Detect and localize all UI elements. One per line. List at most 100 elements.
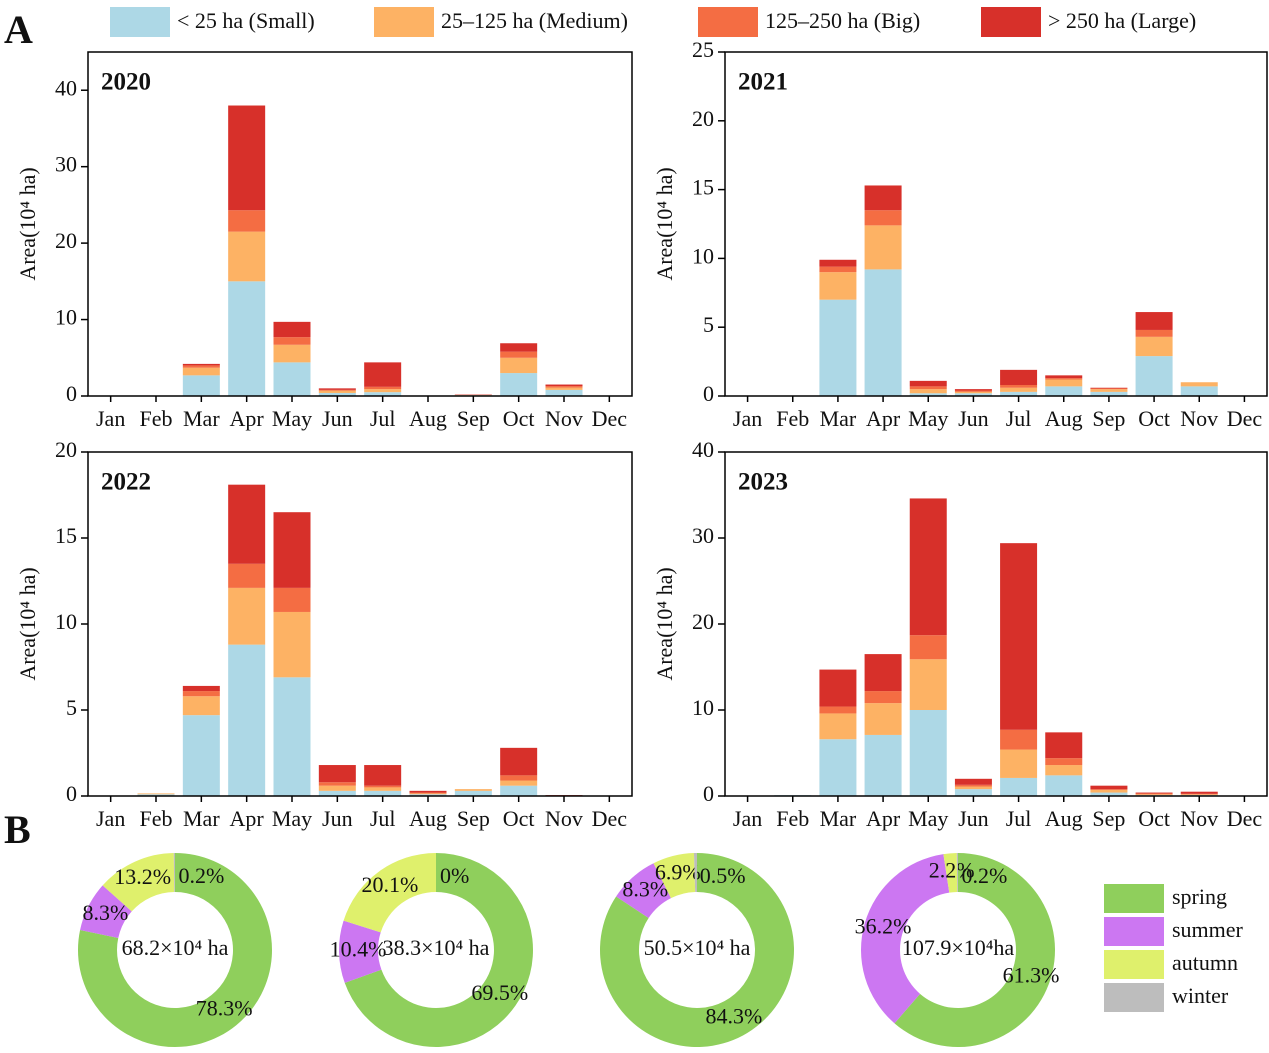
bar-segment: < 25 ha (Small): [1180, 386, 1218, 396]
x-tick-label: Mar: [820, 406, 857, 431]
chart-title: 2023: [738, 469, 788, 496]
legend-label: winter: [1172, 983, 1229, 1008]
bar-segment: < 25 ha (Small): [228, 644, 266, 796]
donut-slice: autumn: [943, 853, 958, 893]
bar-segment: < 25 ha (Small): [273, 362, 311, 396]
legend-swatch: [374, 7, 434, 37]
bar-segment: 125–250 ha (Big): [909, 635, 947, 660]
bar-segment: 25–125 ha (Medium): [1090, 789, 1128, 793]
value-label: 0.2%: [179, 863, 225, 888]
bar-segment: < 25 ha (Small): [182, 715, 220, 796]
bar-segment: > 250 ha (Large): [954, 389, 992, 391]
x-tick-label: Mar: [183, 806, 220, 831]
bar-segment: 125–250 ha (Big): [273, 337, 311, 345]
donut-slice: summer: [80, 885, 132, 939]
x-tick-label: Apr: [866, 406, 901, 431]
bar-segment: > 250 ha (Large): [318, 765, 356, 783]
value-label: 8.3%: [82, 900, 128, 925]
bar-segment: 25–125 ha (Medium): [409, 793, 447, 795]
legend-swatch: [110, 7, 170, 37]
bar-segment: 125–250 ha (Big): [500, 775, 538, 781]
bar-segment: > 250 ha (Large): [1090, 387, 1128, 389]
bar-segment: 125–250 ha (Big): [228, 563, 266, 588]
donut-slice: autumn: [102, 853, 175, 912]
bar-segment: > 250 ha (Large): [364, 362, 402, 387]
bar-segment: 125–250 ha (Big): [1135, 329, 1173, 337]
bar-segment: > 250 ha (Large): [864, 185, 902, 211]
bar-segment: < 25 ha (Small): [500, 785, 538, 796]
bar-segment: > 250 ha (Large): [1180, 791, 1218, 794]
y-tick-label: 30: [692, 523, 714, 548]
bar-segment: 125–250 ha (Big): [1045, 378, 1083, 380]
bar-segment: < 25 ha (Small): [954, 789, 992, 796]
x-tick-label: Nov: [545, 806, 583, 831]
bar-segment: 25–125 ha (Medium): [819, 272, 857, 300]
legend-swatch: [1104, 884, 1164, 913]
bar-segment: > 250 ha (Large): [1135, 792, 1173, 794]
bar-segment: 25–125 ha (Medium): [545, 387, 583, 390]
x-tick-label: Jan: [96, 406, 125, 431]
x-tick-label: Oct: [503, 806, 535, 831]
bar-segment: 125–250 ha (Big): [182, 691, 220, 697]
legend-label: < 25 ha (Small): [177, 8, 315, 33]
x-tick-label: Sep: [457, 406, 490, 431]
bar-segment: 25–125 ha (Medium): [364, 787, 402, 791]
x-tick-label: Jan: [733, 806, 762, 831]
bar-segment: 125–250 ha (Big): [273, 587, 311, 612]
bar-segment: 25–125 ha (Medium): [182, 696, 220, 716]
plot-frame: [87, 451, 633, 797]
y-tick-label: 10: [55, 305, 77, 330]
x-tick-label: Oct: [1138, 806, 1170, 831]
y-tick-label: 40: [692, 437, 714, 462]
bar-segment: 25–125 ha (Medium): [228, 587, 266, 645]
y-axis-label: Area(10⁴ ha): [15, 167, 40, 280]
bar-segment: 25–125 ha (Medium): [137, 793, 175, 795]
legend-label: autumn: [1172, 950, 1238, 975]
legend-swatch: [981, 7, 1041, 37]
y-tick-label: 0: [66, 781, 77, 806]
value-label: 84.3%: [706, 1004, 763, 1029]
x-tick-label: Sep: [457, 806, 490, 831]
center-label: 50.5×10⁴ ha: [644, 935, 751, 960]
panel-label: A: [4, 7, 33, 52]
x-tick-label: May: [272, 806, 312, 831]
x-tick-label: Jun: [322, 806, 353, 831]
x-tick-label: Feb: [140, 406, 173, 431]
bar-segment: > 250 ha (Large): [273, 321, 311, 338]
legend-label: spring: [1172, 884, 1227, 909]
bar-segment: < 25 ha (Small): [454, 790, 492, 796]
bar-segment: < 25 ha (Small): [864, 734, 902, 796]
bar-segment: 25–125 ha (Medium): [909, 659, 947, 710]
bar-segment: > 250 ha (Large): [273, 512, 311, 588]
chart-title: 2020: [101, 69, 151, 96]
x-tick-label: Jan: [733, 406, 762, 431]
plot-frame: [724, 451, 1268, 797]
x-tick-label: Nov: [1180, 406, 1218, 431]
bar-segment: 125–250 ha (Big): [228, 210, 266, 232]
bar-segment: 25–125 ha (Medium): [318, 390, 356, 393]
x-tick-label: May: [908, 406, 948, 431]
bar-segment: > 250 ha (Large): [1135, 312, 1173, 330]
bar-segment: 125–250 ha (Big): [819, 706, 857, 714]
donut-slice: autumn: [653, 853, 696, 899]
value-label: 2.2%: [929, 857, 975, 882]
x-tick-label: Jul: [370, 806, 396, 831]
bar-segment: > 250 ha (Large): [500, 343, 538, 352]
x-tick-label: Feb: [776, 806, 809, 831]
x-tick-label: Jul: [1006, 806, 1032, 831]
center-label: 107.9×10⁴ha: [902, 935, 1015, 960]
y-axis-label: Area(10⁴ ha): [652, 567, 677, 680]
bar-segment: > 250 ha (Large): [182, 363, 220, 366]
bar-segment: < 25 ha (Small): [182, 375, 220, 396]
value-label: 78.3%: [196, 996, 253, 1021]
donut-slice: winter: [693, 853, 697, 893]
bar-segment: < 25 ha (Small): [364, 790, 402, 796]
bar-segment: 125–250 ha (Big): [1045, 758, 1083, 766]
x-tick-label: Aug: [409, 406, 447, 431]
value-label: 13.2%: [114, 864, 171, 889]
y-tick-label: 20: [692, 609, 714, 634]
x-tick-label: Apr: [230, 406, 265, 431]
x-tick-label: Mar: [820, 806, 857, 831]
center-label: 68.2×10⁴ ha: [122, 935, 229, 960]
x-tick-label: Aug: [1045, 406, 1083, 431]
